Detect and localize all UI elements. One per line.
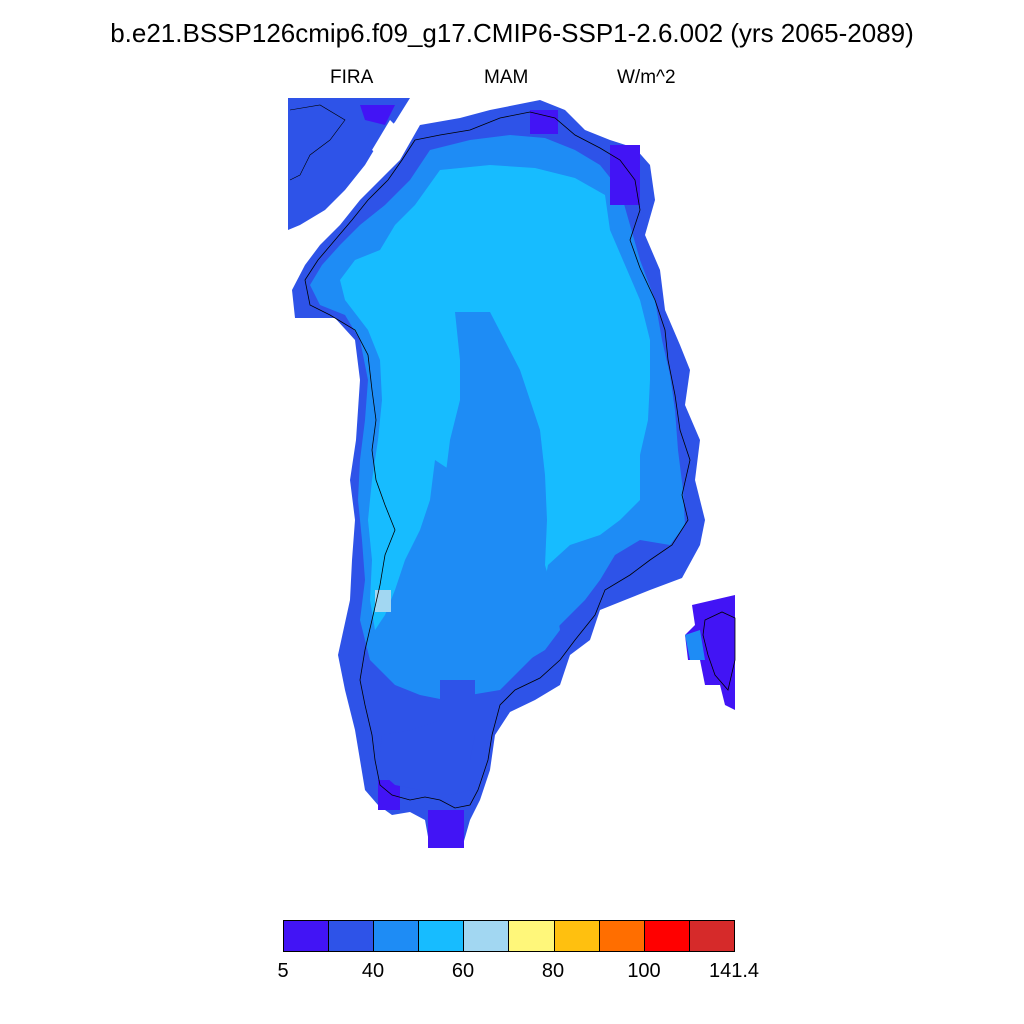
- colorbar-swatch: [329, 921, 375, 951]
- map-cell-deep: [428, 810, 464, 848]
- map-cell-deep: [530, 110, 558, 134]
- coastline-greenland: [304, 111, 691, 809]
- colorbar-tick-label: 80: [541, 960, 565, 982]
- variable-label: FIRA: [330, 67, 374, 88]
- map-cell-deep: [610, 145, 640, 205]
- colorbar-tick-label: 141.4: [708, 960, 760, 982]
- colorbar-swatch: [374, 921, 420, 951]
- colorbar-swatch: [689, 921, 734, 951]
- map-region-east-island: [685, 595, 735, 710]
- greenland-map: [288, 98, 736, 848]
- colorbar-swatch: [599, 921, 645, 951]
- coastline-east-island: [702, 611, 736, 691]
- colorbar-swatch: [419, 921, 465, 951]
- map-region-nw-fragment-white-cut: [372, 120, 402, 160]
- colorbar-swatch: [644, 921, 690, 951]
- season-label: MAM: [484, 67, 529, 88]
- units-label: W/m^2: [617, 67, 676, 88]
- colorbar-swatch: [464, 921, 510, 951]
- colorbar-tick-label: 100: [627, 960, 661, 982]
- map-region-south-dark: [378, 680, 475, 795]
- plot-title: b.e21.BSSP126cmip6.f09_g17.CMIP6-SSP1-2.…: [110, 18, 914, 48]
- map-region-nw-dark-spot: [360, 105, 395, 125]
- coastline-nw-fragment: [289, 104, 346, 181]
- map-region-nw-fragment: [288, 98, 410, 230]
- colorbar-swatch: [509, 921, 555, 951]
- colorbar-swatch: [284, 921, 330, 951]
- colorbar: [283, 920, 735, 952]
- colorbar-tick-label: 60: [451, 960, 475, 982]
- colorbar-tick-label: 5: [277, 960, 289, 982]
- map-cell-pale: [375, 590, 391, 612]
- colorbar-tick-label: 40: [361, 960, 385, 982]
- map-region-central-wedge: [425, 312, 560, 675]
- map-region-east-island-mid: [685, 630, 705, 660]
- colorbar-swatch: [554, 921, 600, 951]
